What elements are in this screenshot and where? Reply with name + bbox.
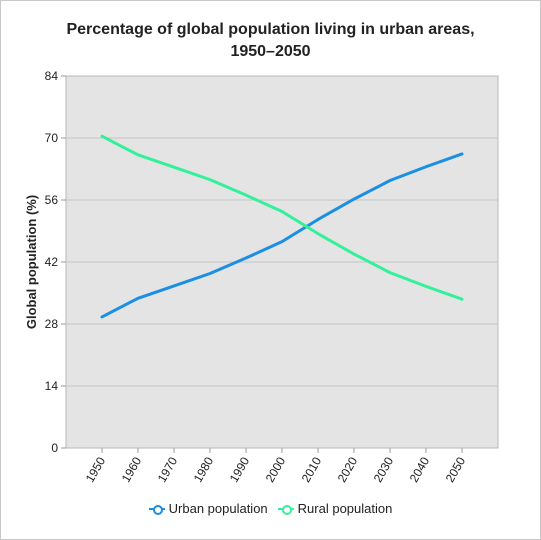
legend-dot-urban [153, 505, 163, 515]
y-tick-label-70: 70 [45, 131, 59, 145]
x-tick-label-2040: 2040 [407, 454, 433, 484]
x-tick-label-2030: 2030 [371, 454, 397, 484]
x-tick-label-1970: 1970 [155, 454, 181, 484]
x-tick-label-2020: 2020 [335, 454, 361, 484]
legend-label-urban: Urban population [169, 501, 268, 516]
legend: Urban population Rural population [1, 501, 540, 516]
x-tick-label-1960: 1960 [119, 454, 145, 484]
y-tick-label-42: 42 [45, 255, 59, 269]
y-axis-ticks: 0 14 28 42 56 70 84 [45, 69, 59, 455]
y-tick-label-0: 0 [51, 441, 58, 455]
y-axis-label: Global population (%) [24, 195, 39, 329]
x-tick-label-2000: 2000 [263, 454, 289, 484]
x-tick-label-2050: 2050 [443, 454, 469, 484]
legend-item-rural[interactable]: Rural population [278, 501, 393, 516]
legend-item-urban[interactable]: Urban population [149, 501, 268, 516]
x-axis-ticks: 1950 1960 1970 1980 1990 2000 2010 2020 2030 2040… [83, 448, 469, 485]
y-tick-label-56: 56 [45, 193, 59, 207]
x-tick-label-1990: 1990 [227, 454, 253, 484]
legend-dot-rural [282, 505, 292, 515]
y-tick-label-14: 14 [45, 379, 59, 393]
x-tick-label-2010: 2010 [299, 454, 325, 484]
y-tick-label-28: 28 [45, 317, 59, 331]
legend-marker-rural [278, 504, 294, 514]
x-tick-label-1980: 1980 [191, 454, 217, 484]
legend-label-rural: Rural population [298, 501, 393, 516]
y-tick-label-84: 84 [45, 69, 59, 83]
legend-marker-urban [149, 504, 165, 514]
x-tick-label-1950: 1950 [83, 454, 109, 484]
